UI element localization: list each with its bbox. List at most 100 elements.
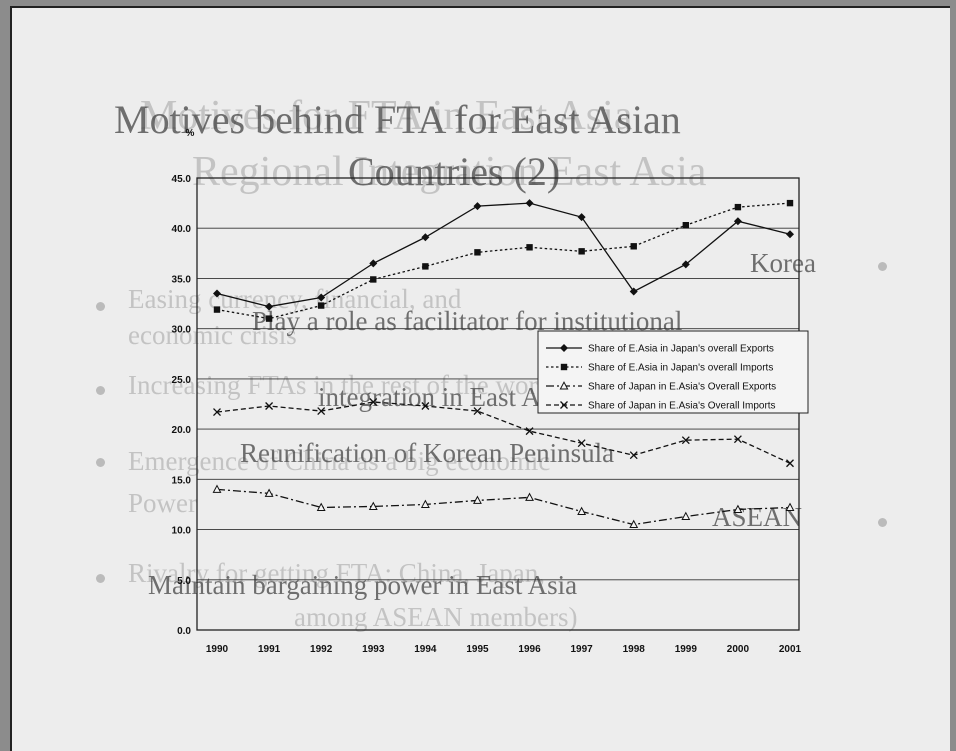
series-1-point xyxy=(681,260,690,269)
overlay-text-b6: Emergence of China as a big economic xyxy=(128,446,551,476)
chart-series xyxy=(212,199,795,529)
series-3 xyxy=(212,484,795,529)
series-4-point xyxy=(629,451,638,460)
series-2-point xyxy=(630,243,637,250)
series-2 xyxy=(213,199,794,322)
x-tick-label: 1996 xyxy=(518,644,541,655)
overlay-text-a5: integration in East Asia xyxy=(318,382,571,412)
legend-swatch-marker xyxy=(559,381,569,390)
overlay-title-b1: Motives for FTA in East Asia xyxy=(140,93,633,139)
series-3-point xyxy=(681,511,691,520)
series-1-point xyxy=(733,217,742,226)
y-tick-label: 40.0 xyxy=(172,224,192,235)
series-4-point xyxy=(265,402,274,410)
legend-label: Share of Japan in E.Asia's Overall Expor… xyxy=(588,382,776,393)
series-3-point xyxy=(473,495,482,504)
x-marker-stroke xyxy=(473,407,482,415)
overlay-title-a2: Countries (2) xyxy=(348,149,561,194)
x-tick-label: 1990 xyxy=(206,644,229,655)
overlay-bullet xyxy=(878,262,887,271)
x-tick-label: 1999 xyxy=(675,644,698,655)
legend-swatch-marker xyxy=(560,363,568,371)
y-tick-label: 35.0 xyxy=(172,274,192,285)
x-tick-label: 1991 xyxy=(258,644,281,655)
series-1-point xyxy=(577,213,586,222)
overlay-text-b4: economic crisis xyxy=(128,320,297,350)
legend-swatch-marker xyxy=(560,401,568,409)
x-marker-stroke xyxy=(421,402,430,410)
series-2-point xyxy=(422,263,429,270)
series-4-point xyxy=(213,408,221,416)
series-1 xyxy=(213,199,794,311)
x-marker-stroke xyxy=(265,402,274,410)
series-4-point xyxy=(577,439,586,448)
overlay-title-b2: Regional Integration East Asia xyxy=(192,149,707,195)
y-axis-label: % xyxy=(186,128,195,139)
legend-label: Share of E.Asia in Japan's overall Impor… xyxy=(588,363,773,374)
series-1-point xyxy=(473,202,482,211)
series-4-point xyxy=(525,427,534,436)
series-2-point xyxy=(526,244,533,251)
series-2-point xyxy=(265,315,273,322)
series-3-point xyxy=(577,506,587,515)
overlay-text-a6: Reunification of Korean Peninsula xyxy=(240,438,615,468)
series-2-point xyxy=(578,248,585,255)
x-marker-stroke xyxy=(560,401,568,409)
x-tick-label: 1993 xyxy=(362,644,385,655)
x-marker-stroke xyxy=(369,398,378,406)
overlay-text-b3: Easing currency, financial, and xyxy=(128,284,462,314)
x-tick-label: 1998 xyxy=(623,644,646,655)
series-4 xyxy=(213,398,794,468)
x-marker-stroke xyxy=(629,451,638,460)
series-3-point xyxy=(212,484,222,493)
overlay-text-b5: Increasing FTAs in the rest of the world xyxy=(128,370,559,400)
series-3-point xyxy=(420,499,430,508)
series-3-point xyxy=(316,502,326,511)
series-2-point xyxy=(213,306,221,313)
y-axis-ticks: 0.0 5.0 10.0 15.0 20.0 25.0 30.0 35.0 40.0 45.0 xyxy=(172,174,192,637)
series-4-line xyxy=(216,401,791,464)
series-3-line xyxy=(216,488,791,526)
x-marker-stroke xyxy=(786,459,794,468)
series-2-point xyxy=(317,302,325,309)
y-tick-label: 20.0 xyxy=(172,425,192,436)
y-tick-label: 5.0 xyxy=(177,576,191,587)
overlay-bullet xyxy=(96,574,105,583)
x-marker-stroke xyxy=(577,439,586,448)
chart-grid xyxy=(197,227,799,581)
series-2-point xyxy=(370,276,377,283)
x-marker-stroke xyxy=(317,407,326,415)
y-tick-label: 30.0 xyxy=(172,325,192,336)
series-4-point xyxy=(473,407,482,415)
overlay-bullet xyxy=(96,302,105,311)
line-chart: 0.0 5.0 10.0 15.0 20.0 25.0 30.0 35.0 40.0 45.0 1… xyxy=(172,128,809,655)
x-tick-label: 2001 xyxy=(779,644,802,655)
series-2-point xyxy=(786,199,794,207)
series-2-point xyxy=(682,222,690,229)
series-2-point xyxy=(734,203,742,211)
series-3-point xyxy=(733,504,743,513)
series-1-point xyxy=(421,233,430,242)
series-1-point xyxy=(213,289,221,298)
overlay-text-b9: among ASEAN members) xyxy=(294,602,578,632)
x-marker-stroke xyxy=(213,408,221,416)
series-1-point xyxy=(369,259,378,268)
legend-label: Share of Japan in E.Asia's Overall Impor… xyxy=(588,401,776,412)
chart-legend: Share of E.Asia in Japan's overall Expor… xyxy=(537,330,809,414)
series-4-point xyxy=(369,398,378,406)
series-3-point xyxy=(368,501,378,510)
overlay-text-a8: Maintain bargaining power in East Asia xyxy=(148,570,578,600)
slide: Motives for FTA in East Asia Regional In… xyxy=(10,6,950,751)
x-tick-label: 1997 xyxy=(571,644,594,655)
y-tick-label: 45.0 xyxy=(172,174,192,185)
series-1-point xyxy=(265,302,274,311)
y-tick-label: 10.0 xyxy=(172,526,192,537)
overlay-text-a3: Korea xyxy=(750,248,816,278)
series-4-point xyxy=(421,402,430,410)
x-tick-label: 2000 xyxy=(727,644,750,655)
overlay-bullet xyxy=(878,518,887,527)
series-4-point xyxy=(786,459,794,468)
y-tick-label: 25.0 xyxy=(172,375,192,386)
series-3-point xyxy=(785,502,795,511)
series-4-point xyxy=(317,407,326,415)
